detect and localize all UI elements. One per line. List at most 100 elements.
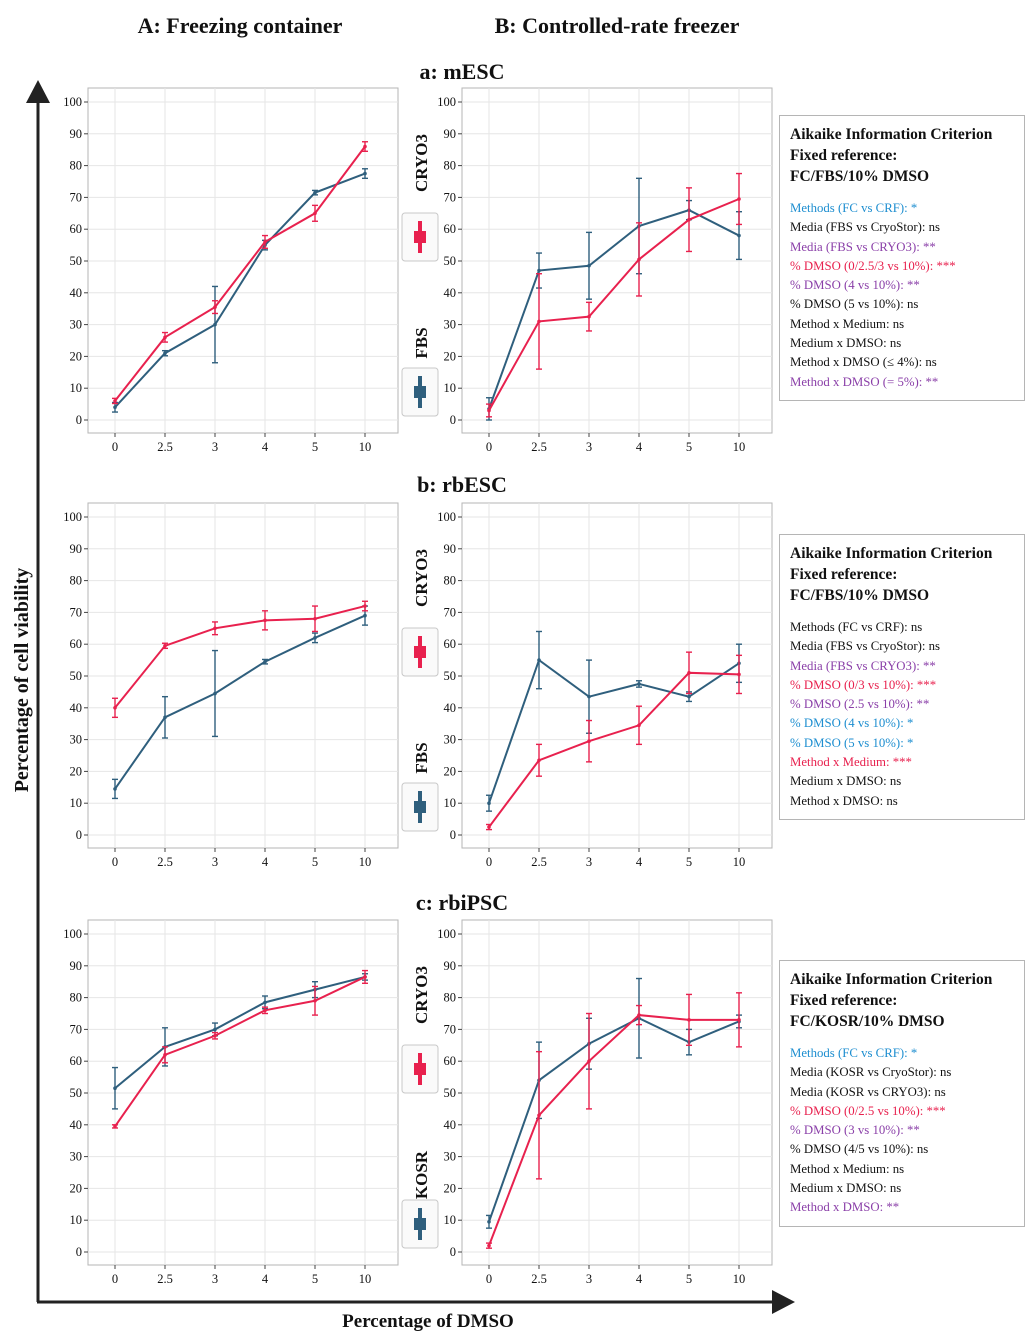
y-tick-label: 90 [444, 542, 457, 556]
data-point [163, 643, 167, 648]
stat-line: % DMSO (4/5 vs 10%): ns [790, 1142, 929, 1157]
x-tick-label: 5 [686, 855, 692, 869]
y-tick-label: 100 [437, 95, 456, 109]
data-point [163, 1053, 167, 1057]
y-tick-label: 40 [444, 701, 457, 715]
y-tick-label: 70 [444, 605, 457, 619]
series-line [488, 658, 740, 804]
column-title-b: B: Controlled-rate freezer [495, 13, 740, 38]
stat-line: % DMSO (5 vs 10%): ns [790, 297, 919, 312]
stat-line: % DMSO (2.5 vs 10%): ** [790, 697, 930, 712]
stat-line: Media (KOSR vs CryoStor): ns [790, 1065, 952, 1080]
x-tick-label: 0 [112, 440, 118, 454]
series-fbs [112, 605, 368, 800]
x-tick-label: 3 [586, 1272, 592, 1286]
y-tick-label: 0 [76, 413, 82, 427]
data-point [213, 1033, 217, 1038]
aic-title-line: Fixed reference: [790, 147, 898, 164]
x-tick-label: 4 [636, 855, 643, 869]
y-tick-label: 70 [70, 605, 83, 619]
plot-panel-A: 0 10 20 30 40 50 60 70 80 90 100 0 2.5 3 4 5 10 [63, 919, 399, 1286]
data-point [587, 1059, 591, 1063]
y-tick-label: 40 [70, 701, 83, 715]
y-tick-label: 40 [70, 286, 83, 300]
y-tick-label: 100 [437, 510, 456, 524]
data-point [363, 604, 367, 608]
y-tick-label: 90 [444, 127, 457, 141]
y-tick-label: 90 [70, 127, 83, 141]
data-point [637, 682, 641, 686]
x-axis-label: Percentage of DMSO [342, 1311, 514, 1332]
legend-label-bottom: KOSR [412, 1150, 431, 1199]
x-tick-label: 4 [262, 440, 269, 454]
x-tick-label: 5 [312, 855, 318, 869]
data-point [487, 1243, 491, 1248]
chart-title: c: rbiPSC [416, 890, 508, 915]
legend-label-top: CRYO3 [412, 966, 431, 1024]
aic-stats-box: Aikaike Information Criterion Fixed refer… [779, 115, 1025, 401]
x-tick-label: 2.5 [157, 440, 173, 454]
y-tick-label: 80 [444, 159, 457, 173]
data-point [263, 618, 267, 623]
data-point [537, 758, 541, 763]
stat-line: Medium x DMSO: ns [790, 1181, 902, 1196]
x-tick-label: 2.5 [531, 855, 547, 869]
data-point [263, 240, 267, 244]
data-point [213, 305, 217, 309]
y-tick-label: 0 [76, 828, 82, 842]
series-line [114, 605, 366, 709]
plot-panel-B: 0 10 20 30 40 50 60 70 80 90 100 0 2.5 3 4 5 10 CRYO3 FBS [401, 87, 773, 454]
x-tick-label: 4 [262, 1272, 269, 1286]
stat-line: Methods (FC vs CRF): * [790, 1046, 918, 1060]
y-tick-label: 70 [444, 1022, 457, 1036]
x-tick-label: 3 [586, 440, 592, 454]
y-tick-label: 10 [444, 1213, 457, 1227]
series-line [114, 975, 366, 1090]
x-tick-label: 4 [262, 855, 269, 869]
y-tick-label: 20 [444, 764, 457, 778]
data-point [213, 691, 217, 696]
data-point [537, 658, 541, 662]
y-tick-label: 50 [444, 1086, 457, 1100]
x-tick-label: 10 [733, 440, 746, 454]
aic-title-line: FC/KOSR/10% DMSO [790, 1013, 945, 1030]
y-tick-label: 50 [70, 1086, 83, 1100]
data-point [537, 319, 541, 324]
x-tick-label: 0 [486, 855, 492, 869]
data-point [737, 233, 741, 238]
y-tick-label: 10 [444, 796, 457, 810]
y-tick-label: 50 [444, 669, 457, 683]
x-tick-label: 5 [686, 440, 692, 454]
data-point [263, 1000, 267, 1005]
y-tick-label: 20 [70, 1181, 83, 1195]
y-tick-label: 60 [444, 222, 457, 236]
data-point [113, 405, 117, 410]
y-tick-label: 80 [70, 991, 83, 1005]
data-point [313, 636, 317, 640]
data-point [637, 723, 641, 728]
data-point [263, 1008, 267, 1013]
stat-line: Method x Medium: ns [790, 1161, 905, 1176]
data-point [537, 1113, 541, 1118]
x-tick-label: 2.5 [531, 1272, 547, 1286]
y-tick-label: 40 [70, 1118, 83, 1132]
y-tick-label: 70 [70, 1022, 83, 1036]
y-tick-label: 20 [70, 349, 83, 363]
y-tick-label: 40 [444, 1118, 457, 1132]
data-point [213, 1027, 217, 1032]
data-point [363, 975, 367, 979]
y-tick-label: 30 [70, 733, 83, 747]
data-point [487, 1219, 491, 1224]
stat-line: Method x Medium: *** [790, 755, 912, 770]
series-cryo3 [112, 969, 368, 1129]
y-tick-label: 0 [450, 1245, 456, 1259]
series-line [114, 145, 366, 402]
y-tick-label: 90 [444, 959, 457, 973]
stat-line: Method x DMSO: ns [790, 793, 898, 808]
data-point [213, 626, 217, 631]
data-point [737, 672, 741, 677]
y-tick-label: 10 [70, 381, 83, 395]
series-cryo3 [486, 992, 742, 1249]
